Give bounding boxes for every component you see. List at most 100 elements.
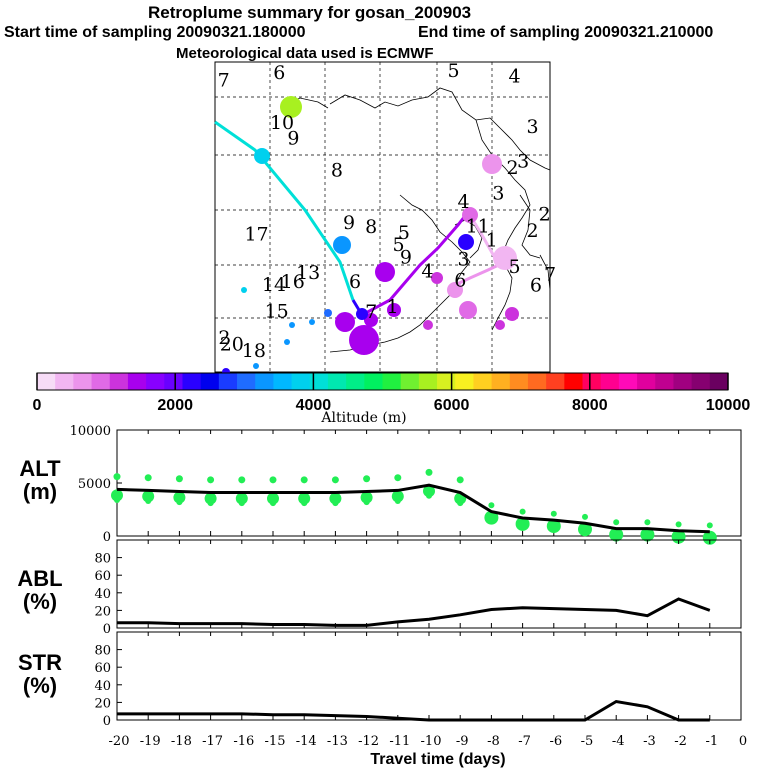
coastline: [475, 119, 531, 256]
map-day-label: 8: [365, 216, 377, 238]
alt-scatter-point: [238, 476, 246, 484]
map-day-label: 6: [454, 269, 466, 291]
map-day-label: 17: [244, 224, 268, 246]
colorbar-swatch: [182, 373, 202, 390]
map-day-label: 4: [421, 261, 433, 283]
alt-scatter-point: [175, 475, 183, 483]
colorbar-tick-label: 4000: [296, 397, 332, 414]
plume-marker: [284, 339, 290, 345]
colorbar-swatch: [218, 373, 238, 390]
alt-scatter-point: [145, 498, 152, 505]
alt-scatter-point: [457, 500, 464, 507]
colorbar-swatch: [655, 373, 674, 390]
map-day-label: 6: [530, 275, 542, 297]
colorbar-swatch: [164, 373, 183, 390]
colorbar-swatch: [237, 373, 256, 390]
map-day-label: 8: [331, 159, 343, 181]
map-day-label: 2: [218, 327, 230, 349]
map-day-label: 5: [508, 256, 520, 278]
y-tick-label: 20: [94, 604, 111, 619]
alt-scatter-point: [207, 500, 214, 507]
trajectory-segment: [214, 120, 355, 301]
alt-scatter-point: [426, 492, 432, 499]
alt-scatter-point: [329, 492, 342, 505]
map-frame: [214, 61, 551, 373]
plume-marker: [356, 308, 368, 320]
plume-marker: [349, 325, 379, 355]
y-tick-label: 80: [94, 552, 111, 567]
y-tick-label: 60: [94, 569, 111, 584]
map-day-label: 2: [506, 157, 518, 179]
colorbar-swatch: [55, 373, 74, 390]
altitude-colorbar: 0 2000 4000 6000 8000 10000 Altitude (m): [33, 372, 750, 426]
alt-scatter-point: [613, 519, 620, 526]
y-tick-label: 0: [103, 714, 111, 729]
plume-marker: [241, 287, 247, 293]
map-day-label: 13: [296, 262, 320, 284]
colorbar-swatch: [37, 373, 56, 390]
y-tick-label: 20: [94, 696, 111, 711]
alt-scatter-point: [114, 496, 120, 503]
y-tick-label: 40: [94, 679, 111, 694]
series-line: [117, 597, 711, 627]
colorbar-swatch: [291, 373, 311, 390]
x-tick-label: -5: [581, 734, 594, 749]
alt-scatter-point: [173, 491, 186, 504]
map-day-label: 9: [400, 247, 412, 269]
colorbar-swatch: [691, 373, 711, 390]
panel-label: STR: [18, 650, 62, 675]
map-day-label: 1: [486, 230, 498, 252]
x-tick-label: -13: [327, 734, 348, 749]
alt-scatter-point: [488, 502, 495, 509]
y-tick-label: 10000: [70, 424, 111, 439]
plume-marker: [324, 309, 332, 317]
x-tick-label: -2: [674, 734, 687, 749]
alt-scatter-point: [391, 490, 404, 503]
x-tick-label: -9: [456, 734, 469, 749]
alt-scatter-point: [235, 492, 248, 505]
colorbar-swatch: [491, 373, 511, 390]
map-day-label: 6: [349, 271, 361, 293]
map-day-label: 7: [544, 263, 556, 285]
alt-scatter-point: [267, 492, 279, 505]
colorbar-swatch: [309, 373, 329, 390]
colorbar-swatch: [400, 373, 420, 390]
x-axis-label: Travel time (days): [370, 751, 505, 768]
colorbar-swatch: [437, 373, 456, 390]
map-day-label: 5: [398, 222, 410, 244]
x-tick-label: -6: [549, 734, 562, 749]
plume-marker: [254, 148, 270, 164]
x-tick-label: -20: [109, 734, 130, 749]
colorbar-swatch: [255, 373, 274, 390]
y-tick-label: 0: [103, 530, 111, 545]
plume-marker: [482, 154, 502, 174]
panel-unit: (m): [23, 479, 57, 504]
map-day-label: 2: [539, 204, 551, 226]
alt-scatter-point: [111, 489, 123, 502]
colorbar-swatch: [146, 373, 165, 390]
map-day-label: 2: [527, 220, 539, 242]
y-tick-label: 0: [103, 622, 111, 637]
alt-scatter-point: [301, 500, 308, 507]
colorbar-tick-label: 8000: [572, 397, 608, 414]
map-day-label: 14: [262, 274, 286, 296]
met-data: Meteorological data used is ECMWF: [176, 45, 434, 62]
x-tick-label: -17: [202, 734, 223, 749]
alt-scatter-point: [550, 510, 557, 517]
plume-marker: [309, 319, 315, 325]
map-day-label: 3: [517, 151, 529, 173]
map-day-label: 7: [218, 69, 230, 91]
map-day-label: 20: [220, 334, 244, 356]
coastline: [491, 264, 513, 331]
map-day-label: 7: [365, 301, 377, 323]
plume-marker: [333, 236, 351, 254]
map-day-label: 6: [273, 62, 285, 84]
map-day-label: 16: [281, 271, 305, 293]
alt-scatter-point: [360, 491, 373, 504]
plume-marker: [458, 234, 474, 250]
colorbar-swatch: [473, 373, 493, 390]
alt-scatter-point: [113, 473, 121, 481]
map-day-label: 4: [508, 66, 520, 88]
map-day-label: 18: [242, 340, 266, 362]
x-tick-label: -3: [643, 734, 656, 749]
